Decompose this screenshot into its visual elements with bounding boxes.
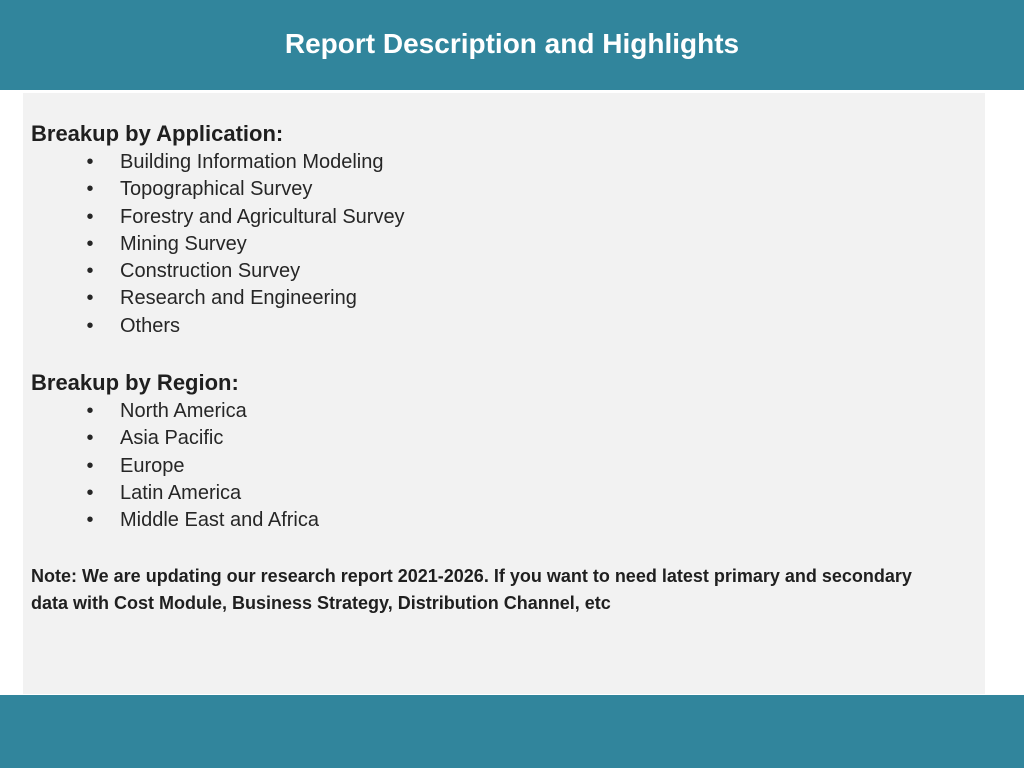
list-item-label: Asia Pacific bbox=[120, 427, 224, 450]
bullet-icon: • bbox=[86, 287, 94, 310]
list-item: • Construction Survey bbox=[31, 258, 300, 285]
list-item: • Mining Survey bbox=[31, 231, 283, 258]
bullet-icon: • bbox=[86, 400, 94, 422]
bullet-icon: • bbox=[86, 454, 94, 477]
bullet-icon: • bbox=[86, 427, 94, 450]
list-item: • Forestry and Agricultural Survey bbox=[31, 204, 404, 231]
list-item-label: Middle East and Africa bbox=[120, 509, 319, 532]
bullet-icon: • bbox=[86, 509, 94, 532]
list-item: • Europe bbox=[31, 453, 239, 480]
list-item-label: North America bbox=[120, 400, 247, 422]
bullet-icon: • bbox=[86, 151, 94, 173]
list-item: • Middle East and Africa bbox=[31, 507, 319, 534]
content-panel: Breakup by Application: • Building Infor… bbox=[23, 93, 985, 694]
note-text: Note: We are updating our research repor… bbox=[31, 566, 912, 613]
list-item-label: Others bbox=[120, 314, 181, 337]
bullet-icon: • bbox=[86, 314, 94, 337]
region-heading: Breakup by Region: bbox=[31, 370, 239, 395]
bullet-icon: • bbox=[86, 205, 94, 228]
list-item: • Latin America bbox=[31, 480, 242, 507]
list-item: • Others bbox=[31, 313, 283, 340]
list-item-label: Forestry and Agricultural Survey bbox=[120, 205, 405, 228]
list-item-label: Construction Survey bbox=[120, 260, 301, 283]
list-item-label: Europe bbox=[120, 454, 185, 477]
application-section: Breakup by Application: • Building Infor… bbox=[31, 121, 405, 340]
list-item: • Research and Engineering bbox=[31, 285, 356, 312]
list-item-label: Topographical Survey bbox=[120, 178, 313, 201]
page-title: Report Description and Highlights bbox=[284, 28, 740, 59]
header-bar: Report Description and Highlights bbox=[0, 0, 1024, 90]
footer-bar bbox=[0, 695, 1024, 768]
list-item-label: Latin America bbox=[120, 481, 242, 504]
application-heading: Breakup by Application: bbox=[31, 121, 284, 146]
list-item-label: Mining Survey bbox=[120, 232, 247, 255]
list-item-label: Building Information Modeling bbox=[120, 151, 384, 173]
region-list: • North America • Asia Pacific • Europe … bbox=[31, 398, 319, 534]
application-list: • Building Information Modeling • Topogr… bbox=[31, 149, 404, 340]
list-item-label: Research and Engineering bbox=[120, 287, 357, 310]
list-item: • Asia Pacific bbox=[31, 425, 239, 452]
list-item: • Topographical Survey bbox=[31, 176, 312, 203]
bullet-icon: • bbox=[86, 178, 94, 201]
bullet-icon: • bbox=[86, 232, 94, 255]
region-section: Breakup by Region: • North America • Asi… bbox=[31, 370, 319, 534]
list-item: • Building Information Modeling bbox=[31, 149, 383, 176]
list-item: • North America bbox=[31, 398, 246, 425]
bullet-icon: • bbox=[86, 481, 94, 504]
bullet-icon: • bbox=[86, 260, 94, 283]
